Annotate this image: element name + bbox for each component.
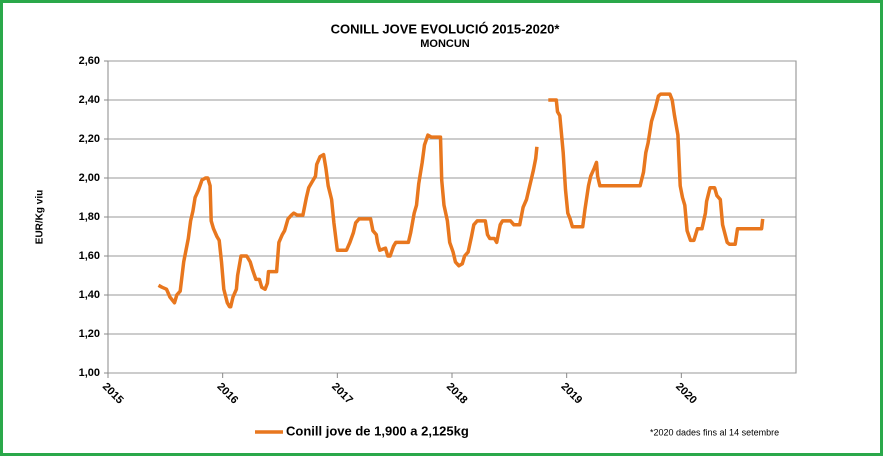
y-tick-label: 1,00 [79, 367, 100, 379]
y-tick-label: 2,20 [79, 133, 100, 145]
series-line [157, 92, 765, 309]
y-tick-label: 1,20 [79, 328, 100, 340]
y-axis-label: EUR/Kg viu [35, 190, 46, 244]
footnote: *2020 dades fins al 14 setembre [650, 427, 779, 437]
chart-title: CONILL JOVE EVOLUCIÓ 2015-2020* [331, 21, 561, 36]
legend-label: Conill jove de 1,900 a 2,125kg [286, 423, 469, 438]
y-tick-label: 1,80 [79, 211, 100, 223]
y-tick-label: 1,60 [79, 250, 100, 262]
y-tick-label: 2,00 [79, 172, 100, 184]
y-tick-label: 1,40 [79, 289, 100, 301]
y-tick-label: 2,40 [79, 94, 100, 106]
y-tick-label: 2,60 [79, 55, 100, 67]
chart-subtitle: MONCUN [420, 38, 470, 50]
